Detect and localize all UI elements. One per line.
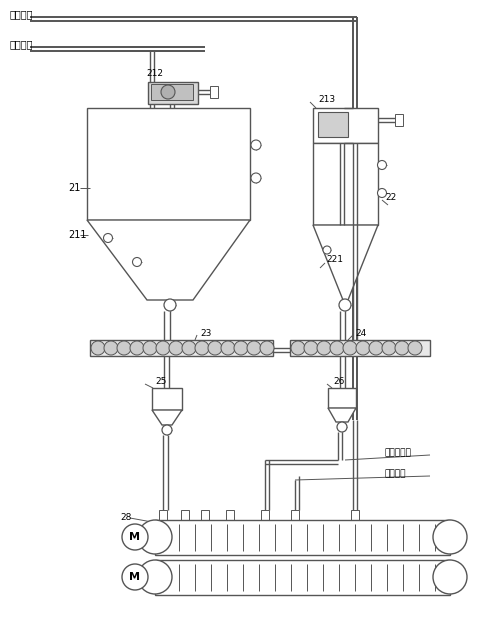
Circle shape: [117, 341, 131, 355]
Text: 飞灰入口: 飞灰入口: [10, 39, 33, 49]
Circle shape: [355, 341, 369, 355]
Circle shape: [122, 524, 148, 550]
Circle shape: [156, 341, 170, 355]
Polygon shape: [87, 220, 249, 300]
Circle shape: [138, 560, 172, 594]
Circle shape: [322, 246, 330, 254]
Circle shape: [164, 299, 176, 311]
Bar: [312, 143, 377, 225]
Polygon shape: [151, 410, 182, 425]
Bar: [226, 510, 233, 520]
Text: 213: 213: [318, 95, 334, 105]
Circle shape: [259, 341, 273, 355]
Circle shape: [195, 341, 209, 355]
Bar: [318, 112, 348, 137]
Bar: [151, 388, 182, 410]
Circle shape: [162, 425, 172, 435]
Circle shape: [246, 341, 260, 355]
Circle shape: [138, 520, 172, 554]
Text: 22: 22: [384, 194, 395, 203]
Bar: [155, 560, 449, 595]
Bar: [181, 510, 189, 520]
Bar: [151, 84, 193, 100]
Bar: [87, 108, 249, 220]
Bar: [312, 108, 377, 143]
Circle shape: [368, 341, 382, 355]
Text: 23: 23: [199, 329, 211, 337]
Polygon shape: [312, 225, 377, 300]
Bar: [290, 510, 298, 520]
Text: 221: 221: [325, 255, 342, 265]
Text: 21: 21: [68, 183, 80, 193]
Circle shape: [377, 161, 386, 169]
Circle shape: [317, 341, 330, 355]
Bar: [289, 340, 429, 356]
Circle shape: [104, 341, 118, 355]
Circle shape: [336, 422, 346, 432]
Text: 水泥入口: 水泥入口: [10, 9, 33, 19]
Circle shape: [143, 341, 157, 355]
Bar: [90, 340, 272, 356]
Text: 工艺用水: 工艺用水: [384, 470, 406, 478]
Circle shape: [290, 341, 304, 355]
Text: 28: 28: [120, 512, 131, 522]
Bar: [159, 510, 166, 520]
Circle shape: [377, 189, 386, 198]
Polygon shape: [327, 408, 355, 422]
Circle shape: [381, 341, 395, 355]
Circle shape: [161, 85, 175, 99]
Circle shape: [394, 341, 408, 355]
Text: 25: 25: [155, 377, 166, 386]
Circle shape: [251, 140, 260, 150]
Text: 211: 211: [68, 230, 86, 240]
Bar: [200, 510, 209, 520]
Circle shape: [251, 173, 260, 183]
Circle shape: [338, 299, 350, 311]
Circle shape: [432, 520, 466, 554]
Text: 26: 26: [333, 377, 344, 386]
Circle shape: [233, 341, 247, 355]
Circle shape: [130, 341, 144, 355]
Text: 212: 212: [146, 70, 163, 78]
Circle shape: [303, 341, 318, 355]
Circle shape: [407, 341, 421, 355]
Circle shape: [329, 341, 343, 355]
Circle shape: [132, 258, 141, 266]
Circle shape: [432, 560, 466, 594]
Bar: [350, 510, 358, 520]
Bar: [210, 86, 217, 98]
Circle shape: [122, 564, 148, 590]
Text: 24: 24: [354, 329, 365, 337]
Bar: [394, 114, 402, 126]
Bar: [260, 510, 269, 520]
Circle shape: [221, 341, 235, 355]
Bar: [148, 82, 197, 104]
Circle shape: [208, 341, 222, 355]
Text: 螯合剂溶液: 螯合剂溶液: [384, 448, 411, 458]
Circle shape: [182, 341, 196, 355]
Circle shape: [342, 341, 356, 355]
Circle shape: [91, 341, 105, 355]
Circle shape: [103, 233, 112, 243]
Text: M: M: [129, 572, 140, 582]
Text: M: M: [129, 532, 140, 542]
Bar: [327, 388, 355, 408]
Bar: [155, 520, 449, 555]
Circle shape: [168, 341, 182, 355]
